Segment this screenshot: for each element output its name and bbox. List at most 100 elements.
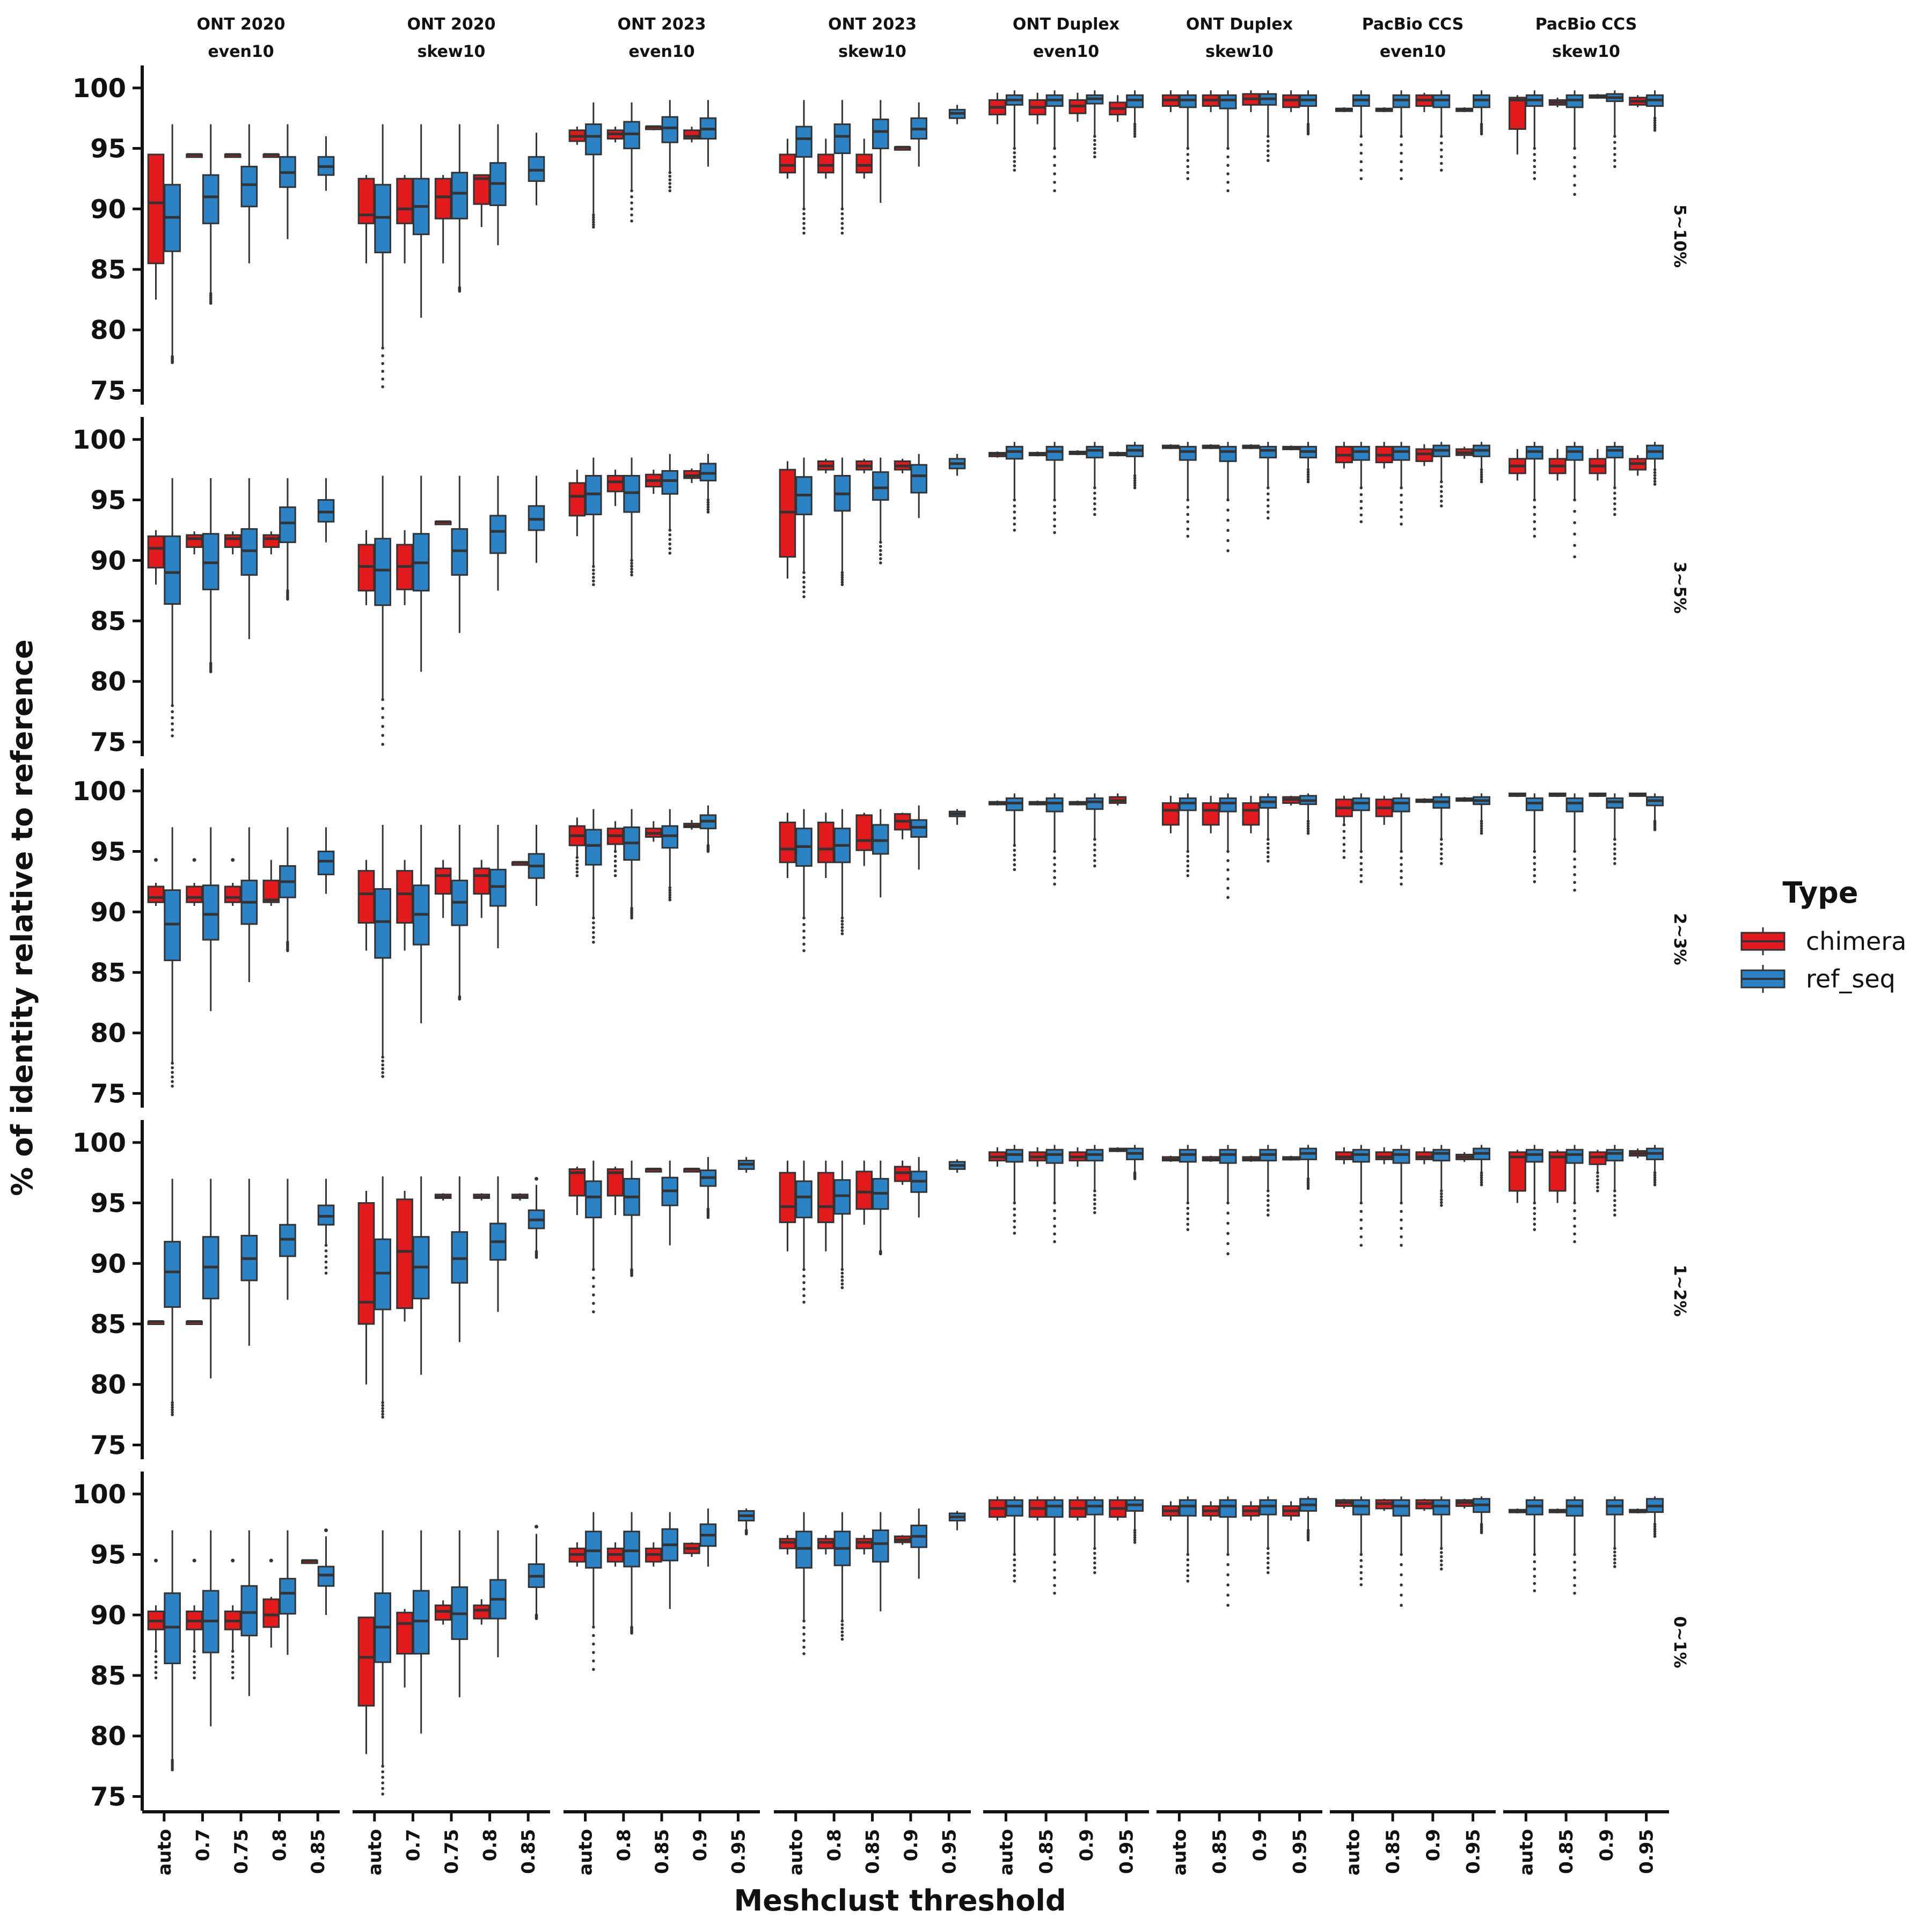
box-chimera-r3-c6-2 <box>1415 1147 1433 1165</box>
column-title-3: ONT 2023 <box>828 15 917 34</box>
box-ref_seq-r0-c5-0 <box>1179 90 1197 180</box>
box-chimera-r1-c7-1 <box>1548 449 1567 481</box>
box-chimera-r0-c7-2 <box>1589 94 1607 99</box>
box-chimera-r0-c6-1 <box>1375 107 1393 112</box>
box-chimera-r4-c4-0 <box>988 1496 1006 1521</box>
box-ref_seq-r4-c5-3 <box>1299 1496 1318 1542</box>
x-tick-label-0-0: auto <box>154 1829 175 1876</box>
box-ref_seq-r1-c0-4 <box>317 478 335 543</box>
box-chimera-r3-c5-1 <box>1202 1155 1220 1162</box>
x-tick-label-5-0: auto <box>1169 1829 1190 1876</box>
box-ref_seq-r3-c7-0 <box>1525 1145 1543 1231</box>
box-ref_seq-r4-c0-4 <box>317 1528 335 1615</box>
box-ref_seq-r0-c4-0 <box>1005 90 1023 172</box>
box-ref_seq-r4-c4-3 <box>1126 1496 1144 1544</box>
box-chimera-r2-c1-1 <box>396 860 413 951</box>
box-chimera-r4-c1-2 <box>434 1600 452 1625</box>
box-chimera-r3-c5-3 <box>1282 1155 1300 1161</box>
box-chimera-r3-c7-1 <box>1548 1150 1567 1203</box>
box-chimera-r1-c6-3 <box>1455 447 1474 459</box>
box-chimera-r1-c2-2 <box>645 470 662 494</box>
box-ref_seq-r1-c3-4 <box>948 453 966 476</box>
box-ref_seq-r1-c4-3 <box>1126 442 1144 489</box>
box-ref_seq-r1-c1-3 <box>489 475 507 591</box>
box-ref_seq-r3-c5-1 <box>1219 1145 1237 1256</box>
box-chimera-r0-c4-0 <box>988 92 1006 125</box>
box-ref_seq-r3-c0-4 <box>317 1179 335 1275</box>
box-ref_seq-r1-c2-1 <box>623 457 640 577</box>
box-chimera-r4-c0-1 <box>186 1558 203 1680</box>
box-chimera-r1-c7-2 <box>1589 449 1607 481</box>
box-ref_seq-r0-c3-2 <box>872 100 889 203</box>
box-chimera-r2-c3-0 <box>779 813 796 879</box>
box-chimera-r3-c4-3 <box>1109 1147 1127 1152</box>
box-ref_seq-r3-c3-4 <box>948 1159 966 1173</box>
box-chimera-r0-c3-3 <box>894 145 911 151</box>
box-ref_seq-r0-c2-2 <box>661 100 678 193</box>
x-tick-label-3-2: 0.85 <box>862 1829 884 1874</box>
x-tick-label-1-3: 0.8 <box>480 1829 501 1861</box>
box-ref_seq-r0-c7-0 <box>1525 90 1543 180</box>
box-chimera-r2-c1-2 <box>434 860 452 918</box>
box-ref_seq-r1-c2-2 <box>661 453 678 555</box>
box-chimera-r3-c6-3 <box>1455 1152 1474 1162</box>
box-ref_seq-r4-c2-4 <box>737 1508 755 1536</box>
box-ref_seq-r0-c1-0 <box>374 124 391 389</box>
y-tick-label-2-2: 85 <box>90 958 126 988</box>
box-chimera-r2-c4-3 <box>1109 793 1127 806</box>
box-chimera-r1-c5-3 <box>1282 445 1300 451</box>
y-tick-label-4-3: 90 <box>90 1600 126 1630</box>
box-chimera-r3-c1-4 <box>511 1193 529 1201</box>
x-tick-label-0-1: 0.7 <box>192 1829 214 1861</box>
box-ref_seq-r4-c7-3 <box>1646 1496 1664 1538</box>
y-tick-label-4-2: 85 <box>90 1661 126 1691</box>
box-ref_seq-r2-c1-2 <box>451 824 469 1001</box>
box-ref_seq-r1-c5-3 <box>1299 442 1318 484</box>
box-ref_seq-r0-c5-2 <box>1259 90 1277 162</box>
box-ref_seq-r0-c1-1 <box>412 124 430 318</box>
box-ref_seq-r1-c6-3 <box>1473 442 1491 484</box>
box-chimera-r0-c0-0 <box>147 153 165 300</box>
box-chimera-r2-c3-1 <box>817 813 835 879</box>
box-chimera-r1-c3-0 <box>779 461 796 579</box>
box-ref_seq-r4-c1-3 <box>489 1530 507 1658</box>
x-tick-label-4-0: auto <box>996 1829 1017 1876</box>
box-chimera-r4-c4-2 <box>1069 1496 1087 1521</box>
box-ref_seq-r0-c6-2 <box>1432 90 1451 172</box>
box-ref_seq-r1-c0-1 <box>202 478 219 674</box>
column-title-0: ONT 2020 <box>196 15 285 34</box>
box-chimera-r0-c5-0 <box>1161 90 1180 112</box>
y-tick-label-4-1: 80 <box>90 1722 126 1752</box>
y-tick-label-0-5: 100 <box>72 74 126 104</box>
y-tick-label-1-3: 90 <box>90 546 126 576</box>
y-tick-label-3-1: 80 <box>90 1370 126 1400</box>
facet-panels: ONT 2020 even10 ONT 2020 skew10 ONT 2023 even… <box>72 15 1689 1876</box>
box-chimera-r4-c7-3 <box>1629 1508 1647 1513</box>
box-ref_seq-r1-c0-2 <box>240 478 258 639</box>
x-tick-label-2-4: 0.95 <box>728 1829 749 1874</box>
box-ref_seq-r3-c5-0 <box>1179 1145 1197 1231</box>
box-chimera-r4-c5-3 <box>1282 1501 1300 1521</box>
box-ref_seq-r3-c0-0 <box>164 1179 181 1416</box>
box-ref_seq-r2-c2-2 <box>661 809 678 902</box>
box-chimera-r3-c1-2 <box>434 1193 452 1201</box>
box-chimera-r2-c2-3 <box>683 819 700 830</box>
box-ref_seq-r2-c3-0 <box>795 809 813 953</box>
box-chimera-r3-c2-2 <box>645 1167 662 1173</box>
box-chimera-r3-c4-1 <box>1028 1147 1046 1167</box>
box-ref_seq-r3-c0-2 <box>240 1179 258 1346</box>
box-ref_seq-r1-c7-2 <box>1606 442 1624 516</box>
box-ref_seq-r4-c2-1 <box>623 1512 640 1635</box>
box-chimera-r1-c7-3 <box>1629 455 1647 476</box>
box-chimera-r1-c6-1 <box>1375 442 1393 469</box>
y-tick-label-0-3: 90 <box>90 194 126 224</box>
y-tick-label-0-2: 85 <box>90 255 126 285</box>
x-tick-label-7-2: 0.9 <box>1596 1829 1618 1861</box>
box-chimera-r1-c6-0 <box>1335 442 1353 469</box>
box-chimera-r0-c5-2 <box>1242 90 1260 112</box>
box-ref_seq-r4-c2-0 <box>585 1512 602 1671</box>
box-ref_seq-r1-c1-4 <box>528 475 545 563</box>
box-ref_seq-r3-c2-2 <box>661 1160 678 1246</box>
box-chimera-r0-c3-0 <box>779 138 796 179</box>
